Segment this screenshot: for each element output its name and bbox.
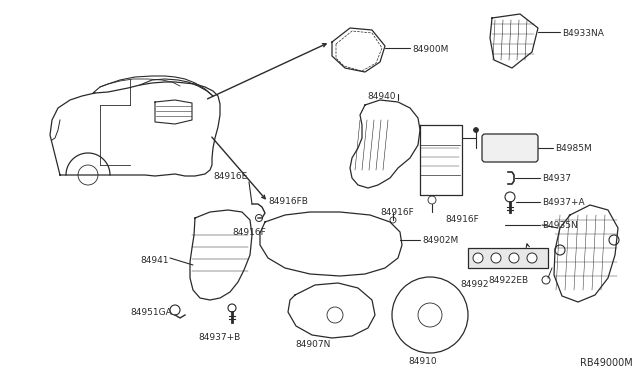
Text: B4933NA: B4933NA: [562, 29, 604, 38]
Text: 84916F: 84916F: [232, 228, 266, 237]
FancyBboxPatch shape: [482, 134, 538, 162]
Text: 84902M: 84902M: [422, 236, 458, 245]
Text: B4937+A: B4937+A: [542, 198, 584, 207]
Text: 84916F: 84916F: [380, 208, 413, 217]
Circle shape: [509, 253, 519, 263]
Text: RB49000M: RB49000M: [580, 358, 633, 368]
Text: B4937: B4937: [542, 174, 571, 183]
Circle shape: [473, 253, 483, 263]
Text: 84916F: 84916F: [445, 215, 479, 224]
Text: 84916E: 84916E: [213, 172, 247, 181]
Text: B4935N: B4935N: [542, 221, 578, 230]
Text: 84907N: 84907N: [295, 340, 330, 349]
Circle shape: [491, 253, 501, 263]
Text: 84916FB: 84916FB: [268, 197, 308, 206]
Text: 84941: 84941: [140, 256, 168, 265]
Text: 84900M: 84900M: [412, 45, 449, 54]
Text: 84951GA: 84951GA: [130, 308, 172, 317]
Text: 84940: 84940: [367, 92, 396, 101]
Text: 84937+B: 84937+B: [198, 333, 240, 342]
Text: 84922EB: 84922EB: [488, 276, 528, 285]
Text: 84910: 84910: [408, 357, 436, 366]
Text: B4985M: B4985M: [555, 144, 592, 153]
Circle shape: [527, 253, 537, 263]
FancyBboxPatch shape: [468, 248, 548, 268]
Text: 84992: 84992: [460, 280, 488, 289]
Circle shape: [474, 128, 479, 132]
